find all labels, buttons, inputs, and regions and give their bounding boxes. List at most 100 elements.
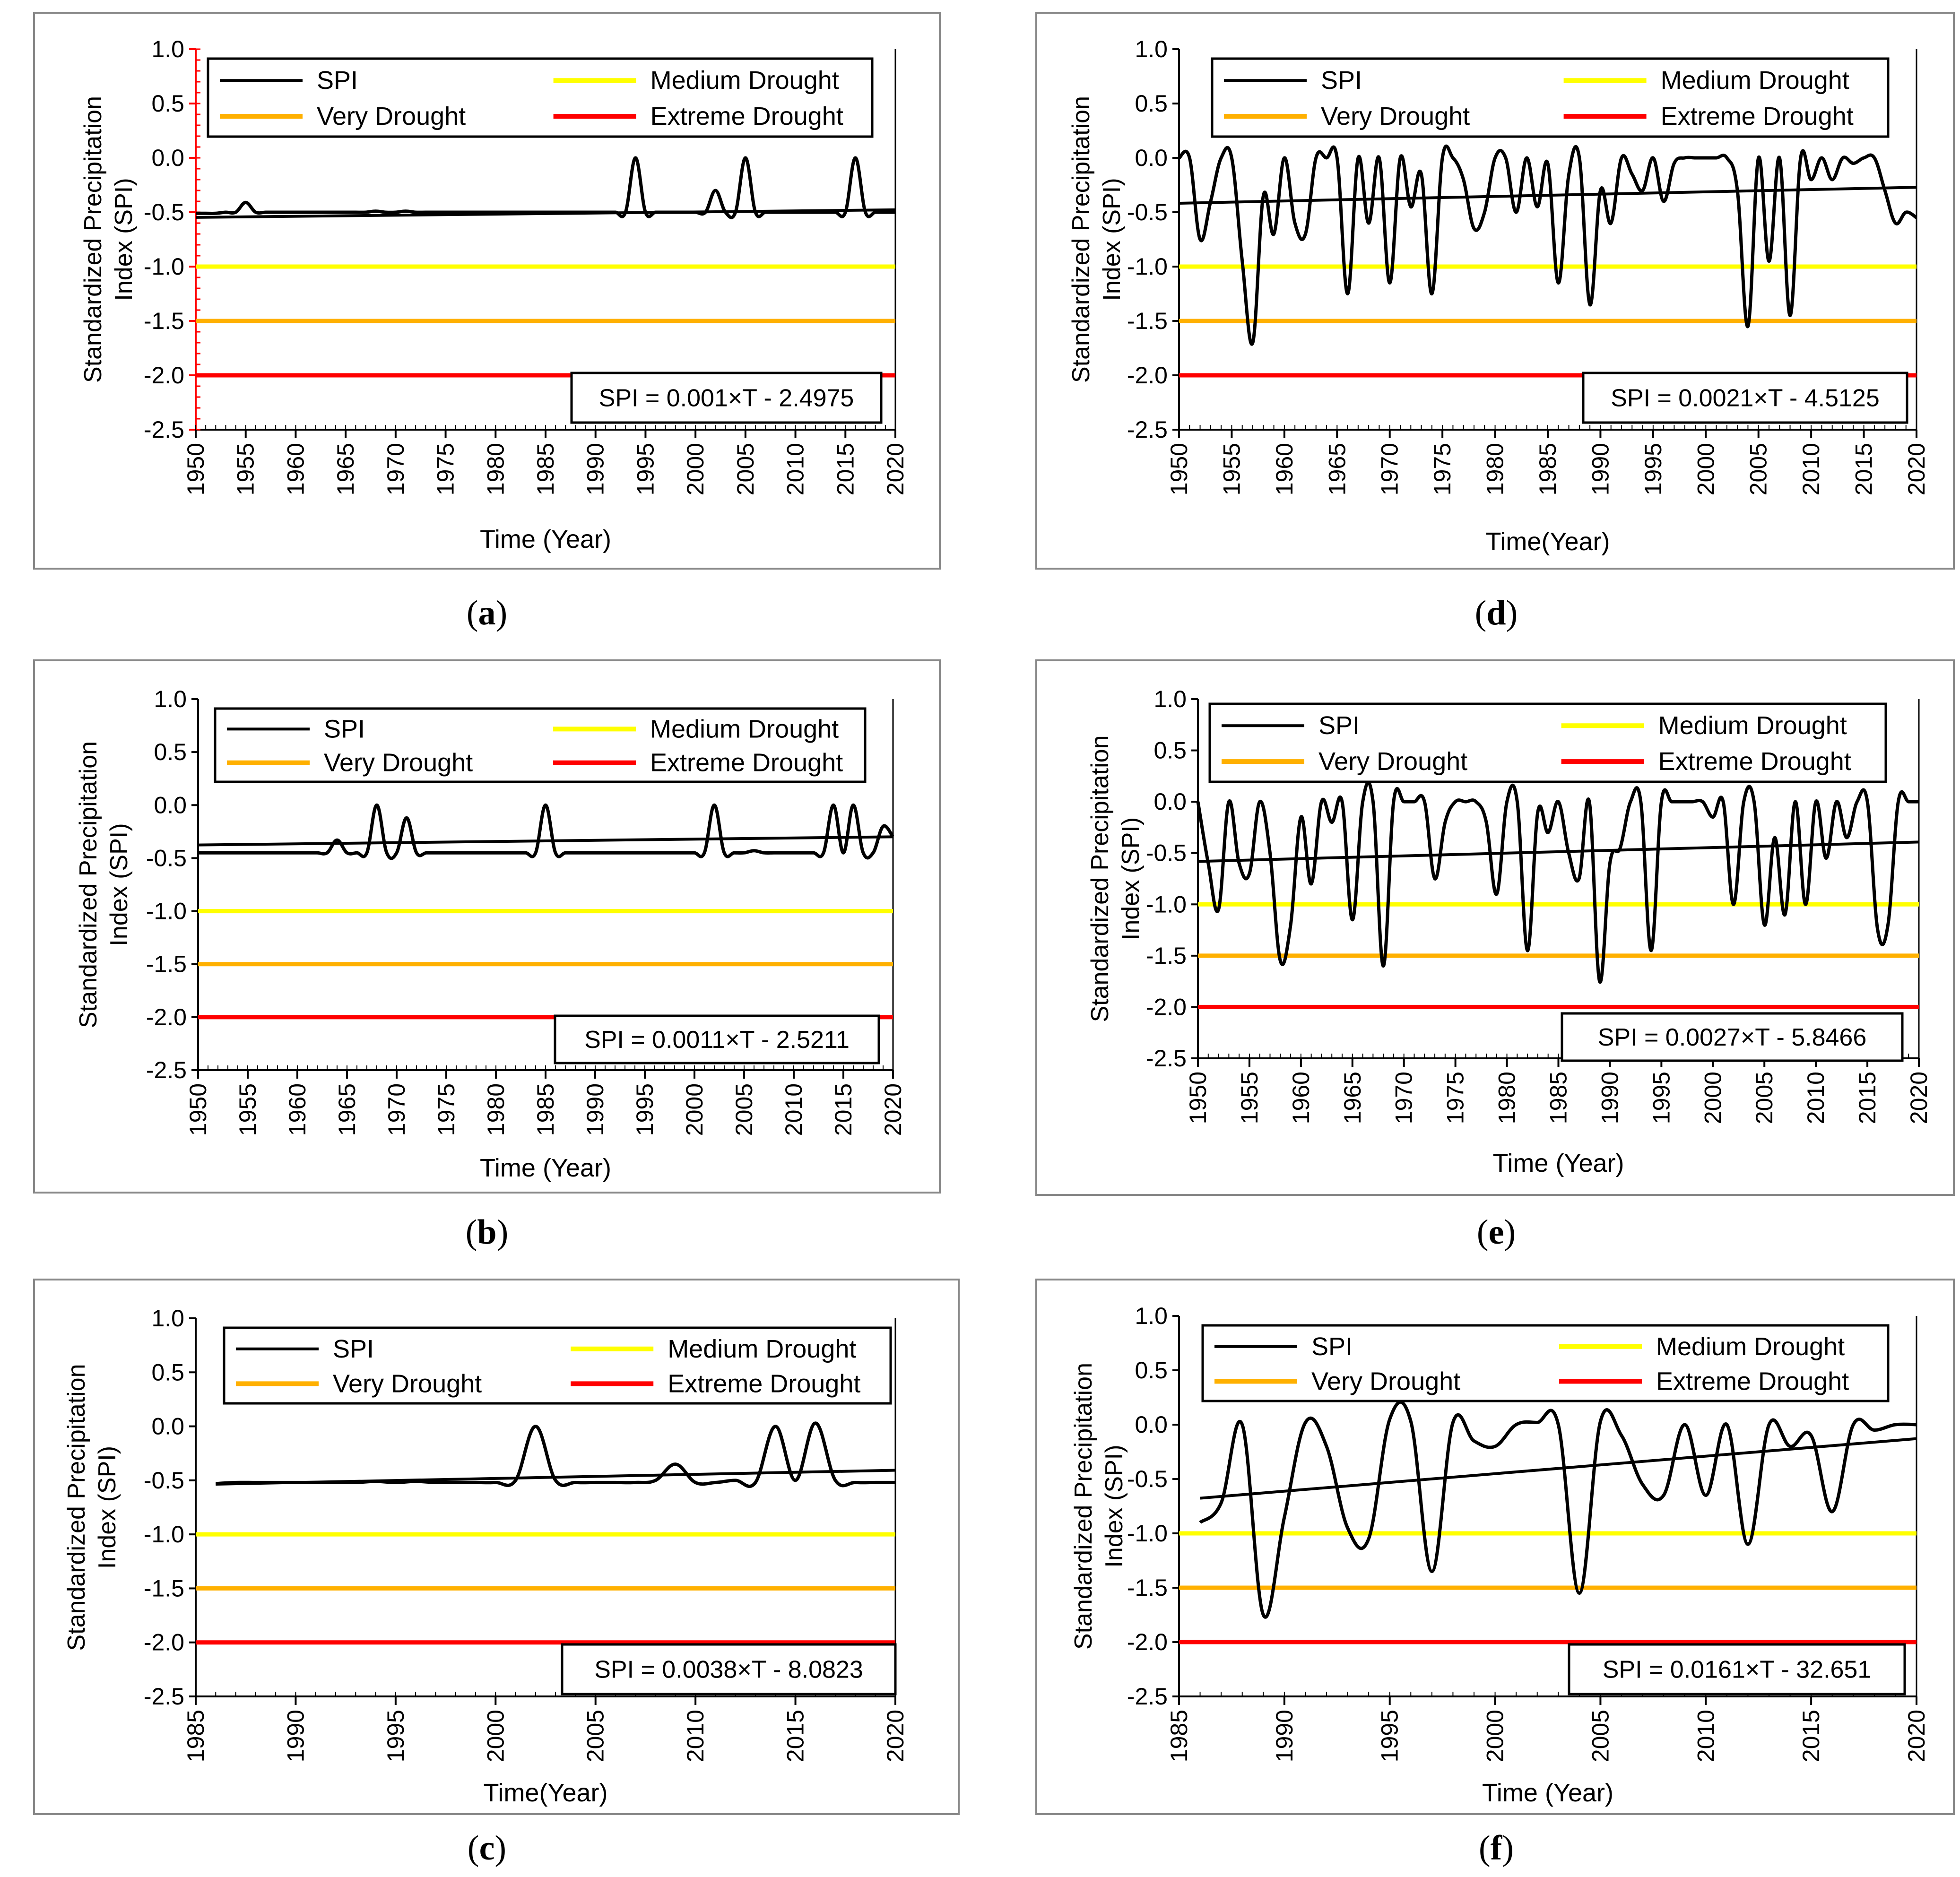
b-legend-label-very-drought: Very Drought — [324, 749, 473, 777]
a-x-tick-label: 2005 — [732, 443, 759, 495]
e-legend-label-very-drought: Very Drought — [1318, 747, 1467, 776]
c-x-tick-label: 2005 — [582, 1710, 609, 1762]
c-x-tick-label: 2000 — [482, 1710, 509, 1762]
e-x-tick-label: 1970 — [1391, 1072, 1417, 1124]
e-legend-box — [1208, 702, 1887, 783]
f-y-tick-label: 0.5 — [1135, 1357, 1168, 1384]
e-equation-box — [1561, 1012, 1904, 1062]
d-y-tick-label: 0.5 — [1135, 90, 1168, 117]
e-legend-label-extreme-drought: Extreme Drought — [1658, 747, 1851, 776]
b-x-tick-label: 1975 — [433, 1083, 460, 1136]
e-x-axis-title: Time (Year) — [1492, 1149, 1624, 1177]
c-legend-label-medium-drought: Medium Drought — [668, 1335, 856, 1363]
d-x-tick-label: 1970 — [1377, 443, 1403, 495]
d-x-tick-label: 1990 — [1587, 443, 1613, 495]
a-legend-label-medium-drought: Medium Drought — [650, 66, 839, 95]
f-x-tick-label: 2015 — [1798, 1710, 1824, 1762]
f-x-tick-label: 2005 — [1587, 1710, 1613, 1762]
c-legend-label-very-drought: Very Drought — [333, 1369, 482, 1398]
f-x-axis-title: Time (Year) — [1482, 1779, 1613, 1807]
b-x-tick-label: 1995 — [632, 1083, 658, 1136]
d-x-tick-label: 2005 — [1745, 443, 1772, 495]
e-equation-label: SPI = 0.0027×T - 5.8466 — [1598, 1024, 1867, 1051]
f-trend-line — [1200, 1437, 1917, 1500]
a-y-tick-label: -1.5 — [144, 308, 184, 334]
d-x-tick-label: 1995 — [1640, 443, 1666, 495]
f-x-tick-label: 2000 — [1482, 1710, 1509, 1762]
caption-a: (a) — [466, 594, 508, 632]
a-spi-series — [196, 156, 895, 219]
f-x-tick-label: 1990 — [1271, 1710, 1298, 1762]
b-y-axis-title-line1: Standardized Precipitation — [75, 741, 102, 1028]
b-x-tick-label: 1985 — [532, 1083, 559, 1136]
c-y-tick-label: 0.5 — [151, 1359, 184, 1385]
d-y-tick-label: 0.0 — [1135, 145, 1168, 171]
d-equation-label: SPI = 0.0021×T - 4.5125 — [1611, 385, 1880, 412]
b-x-tick-label: 1950 — [185, 1083, 211, 1136]
f-equation-box — [1568, 1643, 1906, 1695]
d-legend-box — [1211, 57, 1890, 138]
f-spi-series — [1199, 1400, 1917, 1619]
b-x-tick-label: 1965 — [334, 1083, 360, 1136]
e-y-tick-label: -1.5 — [1146, 943, 1187, 969]
b-legend-label-extreme-drought: Extreme Drought — [650, 749, 843, 777]
a-x-tick-label: 1950 — [182, 443, 209, 495]
e-x-tick-label: 1980 — [1494, 1072, 1520, 1124]
e-x-tick-label: 1950 — [1185, 1072, 1211, 1124]
d-x-tick-label: 1980 — [1482, 443, 1509, 495]
c-x-tick-label: 1995 — [382, 1710, 409, 1762]
c-y-tick-label: -2.0 — [144, 1629, 184, 1656]
b-equation-label: SPI = 0.0011×T - 2.5211 — [584, 1026, 850, 1054]
d-legend-label-very-drought: Very Drought — [1321, 102, 1470, 130]
a-equation-box — [570, 372, 883, 424]
e-legend-label-medium-drought: Medium Drought — [1658, 711, 1847, 740]
a-y-tick-label: -2.5 — [144, 416, 184, 443]
e-x-tick-label: 1955 — [1236, 1072, 1263, 1124]
e-y-tick-label: -2.5 — [1146, 1045, 1187, 1072]
a-x-tick-label: 2000 — [682, 443, 709, 495]
f-x-tick-label: 2010 — [1692, 1710, 1719, 1762]
d-x-tick-label: 2020 — [1903, 443, 1930, 495]
a-y-axis-title-line1: Standardized Precipitation — [79, 96, 107, 383]
caption-f: (f) — [1479, 1829, 1514, 1868]
e-x-tick-label: 2005 — [1751, 1072, 1778, 1124]
c-y-tick-label: 1.0 — [151, 1305, 184, 1332]
e-legend-label-spi: SPI — [1318, 711, 1360, 740]
b-x-tick-label: 2015 — [830, 1083, 857, 1136]
f-y-tick-label: 1.0 — [1135, 1303, 1168, 1329]
c-y-axis-title-line1: Standardized Precipitation — [63, 1364, 90, 1651]
caption-c: (c) — [467, 1829, 507, 1868]
f-y-tick-label: 0.0 — [1135, 1411, 1168, 1438]
a-x-tick-label: 1990 — [582, 443, 609, 495]
b-y-tick-label: -1.0 — [146, 898, 187, 925]
c-y-tick-label: 0.0 — [151, 1413, 184, 1440]
chart-panel-d: 1.0 0.5 0.0 -0.5 -1.0 -1.5 -2.0 -2.5 1950 1955 196… — [1035, 12, 1955, 570]
b-x-tick-label: 1990 — [582, 1083, 608, 1136]
d-equation-box — [1582, 372, 1908, 424]
b-trend-line — [198, 835, 893, 847]
e-x-tick-label: 1990 — [1596, 1072, 1623, 1124]
a-x-tick-label: 1975 — [433, 443, 459, 495]
b-equation-box — [554, 1014, 880, 1064]
b-x-tick-label: 2000 — [681, 1083, 708, 1136]
c-x-tick-label: 2020 — [882, 1710, 909, 1762]
d-x-tick-label: 1955 — [1218, 443, 1245, 495]
d-y-tick-label: -1.5 — [1127, 308, 1168, 334]
a-y-tick-label: 1.0 — [151, 36, 184, 62]
b-x-tick-label: 2020 — [880, 1083, 906, 1136]
chart-panel-b: 1.0 0.5 0.0 -0.5 -1.0 -1.5 -2.0 -2.5 1950 1955 196… — [33, 659, 941, 1194]
a-y-tick-label: 0.0 — [151, 145, 184, 171]
c-legend-label-spi: SPI — [333, 1335, 374, 1363]
c-x-tick-label: 1985 — [182, 1710, 209, 1762]
b-legend-box — [214, 707, 867, 783]
a-x-tick-label: 1965 — [332, 443, 359, 495]
a-legend-label-very-drought: Very Drought — [317, 102, 466, 130]
d-legend-label-medium-drought: Medium Drought — [1661, 66, 1849, 95]
a-y-tick-label: -0.5 — [144, 199, 184, 225]
a-y-axis-title-line2: Index (SPI) — [110, 178, 138, 301]
d-y-axis-title-line2: Index (SPI) — [1098, 178, 1126, 301]
e-y-tick-label: 0.0 — [1153, 788, 1187, 815]
